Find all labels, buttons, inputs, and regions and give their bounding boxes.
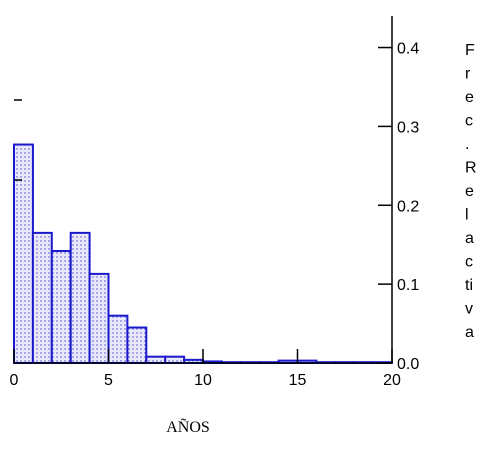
y-axis-label-char: c: [465, 254, 473, 271]
x-tick-label: 5: [104, 372, 113, 389]
y-axis-label-char: ti: [465, 277, 473, 294]
y-axis-label-char: v: [465, 301, 473, 318]
y-axis-label-char: R: [465, 160, 477, 177]
y-tick-label: 0.3: [397, 119, 419, 136]
y-tick-label: 0.1: [397, 277, 419, 294]
y-tick-label: 0.0: [397, 356, 419, 373]
histogram-bar: [88, 272, 110, 364]
histogram-bar: [50, 250, 72, 365]
x-tick-label: 20: [383, 372, 401, 389]
bars-group: [13, 143, 394, 365]
y-axis-label-char: .: [465, 136, 469, 153]
x-axis-label: AÑOS: [166, 418, 210, 436]
y-tick-label: 0.2: [397, 198, 419, 215]
y-axis-label-char: a: [465, 324, 474, 341]
x-tick-label: 0: [10, 372, 19, 389]
histogram-bar: [164, 355, 186, 365]
y-axis-label-char: e: [465, 89, 474, 106]
y-axis-label-char: c: [465, 113, 473, 130]
y-tick-label: 0.4: [397, 41, 419, 58]
histogram-bar: [145, 355, 167, 365]
histogram-bar: [31, 231, 53, 364]
x-ticks-group: 0 5 10 15 20: [10, 349, 401, 389]
y-ticks-group: 0.0 0.1 0.2 0.3 0.4: [14, 41, 419, 373]
histogram-bar: [107, 314, 129, 365]
histogram-bar: [69, 231, 91, 364]
x-tick-label: 10: [194, 372, 212, 389]
histogram-bar: [13, 143, 34, 364]
histogram-bar: [126, 326, 148, 364]
y-axis-label-char: e: [465, 183, 474, 200]
y-axis-label-char: F: [465, 42, 475, 59]
x-tick-label: 15: [289, 372, 307, 389]
y-axis-label-char: r: [465, 66, 471, 83]
y-axis-label-char: a: [465, 230, 474, 247]
y-axis-label-char: l: [465, 207, 469, 224]
